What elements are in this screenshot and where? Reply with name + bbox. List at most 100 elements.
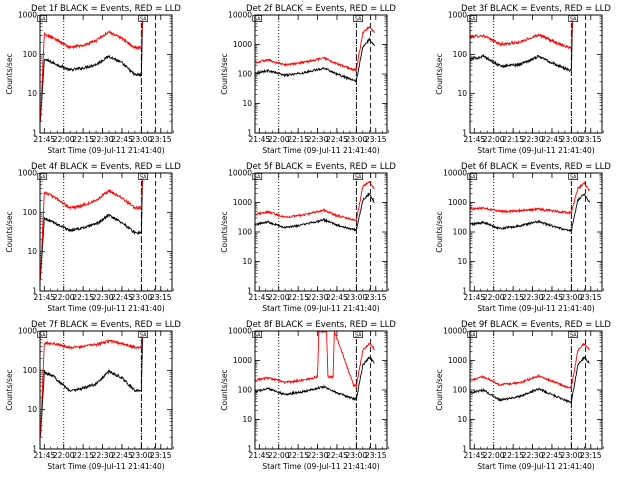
y-tick-label: 10000 [443,327,467,336]
plot-frame [39,330,173,450]
y-axis-label: Counts/sec [435,53,444,94]
sa-marker-label: SA [355,17,362,23]
plot-frame [39,14,173,134]
x-tick-label: 22:45 [326,293,348,302]
sa-marker-label: SA [140,175,147,181]
x-tick-label: 22:30 [522,451,544,460]
lld-series-line [470,15,574,50]
events-series-line [40,174,144,279]
sa-marker-label: SA [570,175,577,181]
x-tick-label: 23:15 [365,135,387,144]
panel-title: Det 2f BLACK = Events, RED = LLD [246,4,396,14]
lld-series-line [40,173,144,279]
lld-series-line [255,331,375,388]
y-tick-label: 10000 [228,169,252,178]
panel-title: Det 6f BLACK = Events, RED = LLD [461,162,611,172]
x-tick-label: 22:45 [541,135,563,144]
events-series-line [470,193,590,232]
x-tick-label: 23:00 [131,451,153,460]
x-tick-label: 23:15 [150,135,172,144]
sa-marker-label: SA [570,17,577,23]
x-tick-label: 22:00 [483,293,505,302]
x-tick-label: 21:45 [464,451,486,460]
x-axis-label: Start Time (09-Jul-11 21:41:40) [477,146,594,155]
x-tick-label: 22:45 [326,135,348,144]
x-tick-label: 22:30 [307,135,329,144]
events-series-line [470,16,574,73]
x-tick-label: 23:15 [150,293,172,302]
x-tick-label: 22:30 [522,293,544,302]
x-axis-label: Start Time (09-Jul-11 21:41:40) [47,462,164,471]
sa-marker-label: SA [254,175,261,181]
sa-marker-label: SA [39,17,46,23]
x-axis-label: Start Time (09-Jul-11 21:41:40) [47,146,164,155]
panel-det-1f: Det 1f BLACK = Events, RED = LLD Counts/s… [5,4,181,155]
x-tick-label: 23:00 [561,135,583,144]
sa-marker-label: SA [254,17,261,23]
x-tick-label: 23:15 [365,293,387,302]
panel-title: Det 1f BLACK = Events, RED = LLD [31,4,181,14]
y-tick-label: 1 [32,287,37,296]
y-tick-label: 10 [242,99,252,108]
panel-title: Det 8f BLACK = Events, RED = LLD [246,320,396,330]
y-tick-label: 1 [462,129,467,138]
x-tick-label: 23:15 [580,135,602,144]
x-tick-label: 22:00 [268,451,290,460]
sa-marker-label: SA [355,175,362,181]
x-tick-label: 22:30 [307,293,329,302]
panel-title: Det 3f BLACK = Events, RED = LLD [461,4,611,14]
x-tick-label: 22:00 [483,451,505,460]
x-axis-label: Start Time (09-Jul-11 21:41:40) [262,462,379,471]
plot-frame [39,172,173,292]
y-tick-label: 100 [23,366,38,375]
sa-marker-label: SA [254,333,261,339]
x-tick-label: 22:15 [287,293,309,302]
y-tick-label: 1 [32,445,37,454]
x-tick-label: 23:00 [346,135,368,144]
x-tick-label: 21:45 [464,293,486,302]
x-tick-label: 22:30 [92,451,114,460]
y-tick-label: 1000 [448,198,467,207]
y-axis-label: Counts/sec [435,369,444,410]
panel-det-8f: Det 8f BLACK = Events, RED = LLD Counts/s… [220,320,396,471]
x-tick-label: 22:15 [502,293,524,302]
lld-series-line [255,180,375,222]
y-tick-label: 10 [457,89,467,98]
y-axis-label: Counts/sec [5,53,14,94]
x-tick-label: 23:00 [346,293,368,302]
x-tick-label: 22:15 [72,135,94,144]
x-tick-label: 22:30 [92,135,114,144]
y-tick-label: 10 [457,257,467,266]
y-tick-label: 10 [242,415,252,424]
x-tick-label: 22:15 [502,135,524,144]
x-tick-label: 22:15 [502,451,524,460]
panel-det-7f: Det 7f BLACK = Events, RED = LLD Counts/s… [5,320,181,471]
lld-series-line [40,331,144,437]
y-tick-label: 100 [238,386,253,395]
lld-series-line [470,181,590,215]
x-tick-label: 22:00 [53,293,75,302]
y-tick-label: 10 [27,247,37,256]
x-tick-label: 23:15 [365,451,387,460]
x-tick-label: 22:00 [483,135,505,144]
y-tick-label: 10 [457,415,467,424]
x-tick-label: 22:45 [541,293,563,302]
y-tick-label: 10000 [443,169,467,178]
x-axis-label: Start Time (09-Jul-11 21:41:40) [477,304,594,313]
sa-marker-label: SA [469,175,476,181]
sa-marker-label: SA [570,333,577,339]
x-tick-label: 23:00 [561,451,583,460]
x-tick-label: 22:30 [92,293,114,302]
sa-marker-label: SA [140,333,147,339]
x-tick-label: 21:45 [249,135,271,144]
y-tick-label: 10000 [228,11,252,20]
panel-det-6f: Det 6f BLACK = Events, RED = LLD Counts/s… [435,162,611,313]
sa-marker-label: SA [39,333,46,339]
events-series-line [470,356,590,404]
x-tick-label: 22:30 [307,451,329,460]
y-tick-label: 1000 [233,40,252,49]
x-tick-label: 21:45 [464,135,486,144]
x-tick-label: 23:15 [580,451,602,460]
x-tick-label: 21:45 [34,135,56,144]
